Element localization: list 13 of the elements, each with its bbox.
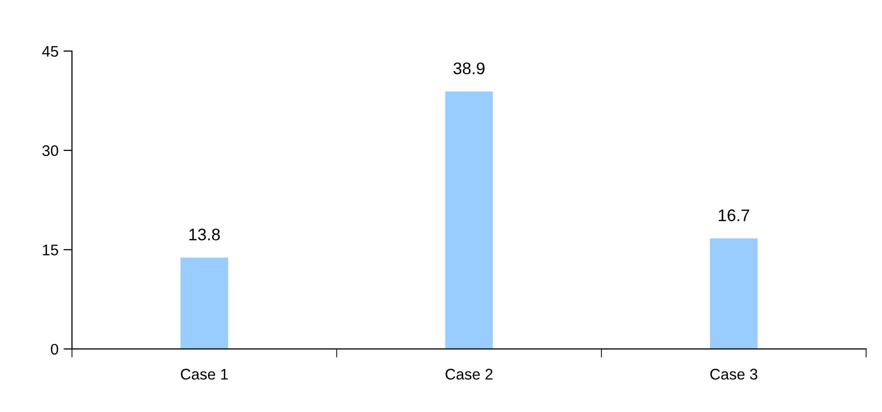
data-label: 16.7 [718,209,750,222]
data-label: 13.8 [189,228,220,240]
y-tick-label: 30 [42,145,58,156]
y-tick-label: 15 [42,244,58,256]
x-tick-label: Case 3 [710,368,758,380]
y-tick-label: 45 [42,46,58,57]
bar [445,91,493,349]
data-label: 38.9 [453,62,484,74]
y-tick-label: 0 [50,344,58,355]
x-tick-label: Case 1 [180,368,228,380]
bar [710,238,758,349]
x-tick-label: Case 2 [446,368,492,380]
bar [180,258,228,349]
